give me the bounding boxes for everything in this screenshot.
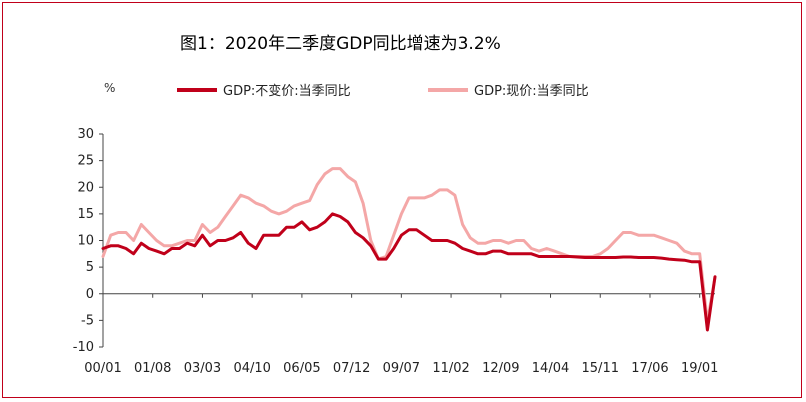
y-tick-label: -5 (81, 313, 94, 328)
series-line-nominal-gdp (101, 167, 717, 324)
series-line-real-gdp (101, 212, 717, 332)
x-tick-label: 19/01 (681, 361, 718, 376)
x-tick-label: 01/08 (134, 361, 171, 376)
x-tick-label: 09/07 (383, 361, 420, 376)
legend-swatch-nominal-gdp (428, 87, 468, 92)
y-tick-label: 5 (86, 260, 94, 275)
x-tick-label: 12/09 (482, 361, 519, 376)
legend-label-real-gdp: GDP:不变价:当季同比 (223, 84, 351, 99)
y-tick-label: 15 (77, 207, 94, 222)
y-tick-label: 0 (86, 287, 94, 302)
x-tick-label: 03/03 (184, 361, 221, 376)
y-axis-unit: % (104, 81, 116, 95)
y-tick-label: 10 (77, 234, 94, 249)
legend-item-nominal-gdp: GDP:现价:当季同比 (428, 80, 589, 99)
x-tick-label: 00/01 (84, 361, 121, 376)
x-tick-label: 14/04 (532, 361, 569, 376)
chart-frame (2, 2, 802, 398)
legend-swatch-real-gdp (177, 87, 217, 92)
legend-label-nominal-gdp: GDP:现价:当季同比 (474, 84, 589, 99)
x-tick-label: 15/11 (582, 361, 619, 376)
y-tick-label: 20 (77, 180, 94, 195)
x-tick-label: 07/12 (333, 361, 370, 376)
x-tick-label: 17/06 (631, 361, 668, 376)
x-tick-label: 06/05 (283, 361, 320, 376)
x-tick-label: 04/10 (233, 361, 270, 376)
y-tick-label: 30 (77, 127, 94, 142)
x-tick-label: 11/02 (432, 361, 469, 376)
legend-item-real-gdp: GDP:不变价:当季同比 (177, 80, 351, 99)
y-tick-label: -10 (73, 340, 94, 355)
chart-title: 图1：2020年二季度GDP同比增速为3.2% (180, 34, 501, 54)
y-tick-label: 25 (77, 154, 94, 169)
